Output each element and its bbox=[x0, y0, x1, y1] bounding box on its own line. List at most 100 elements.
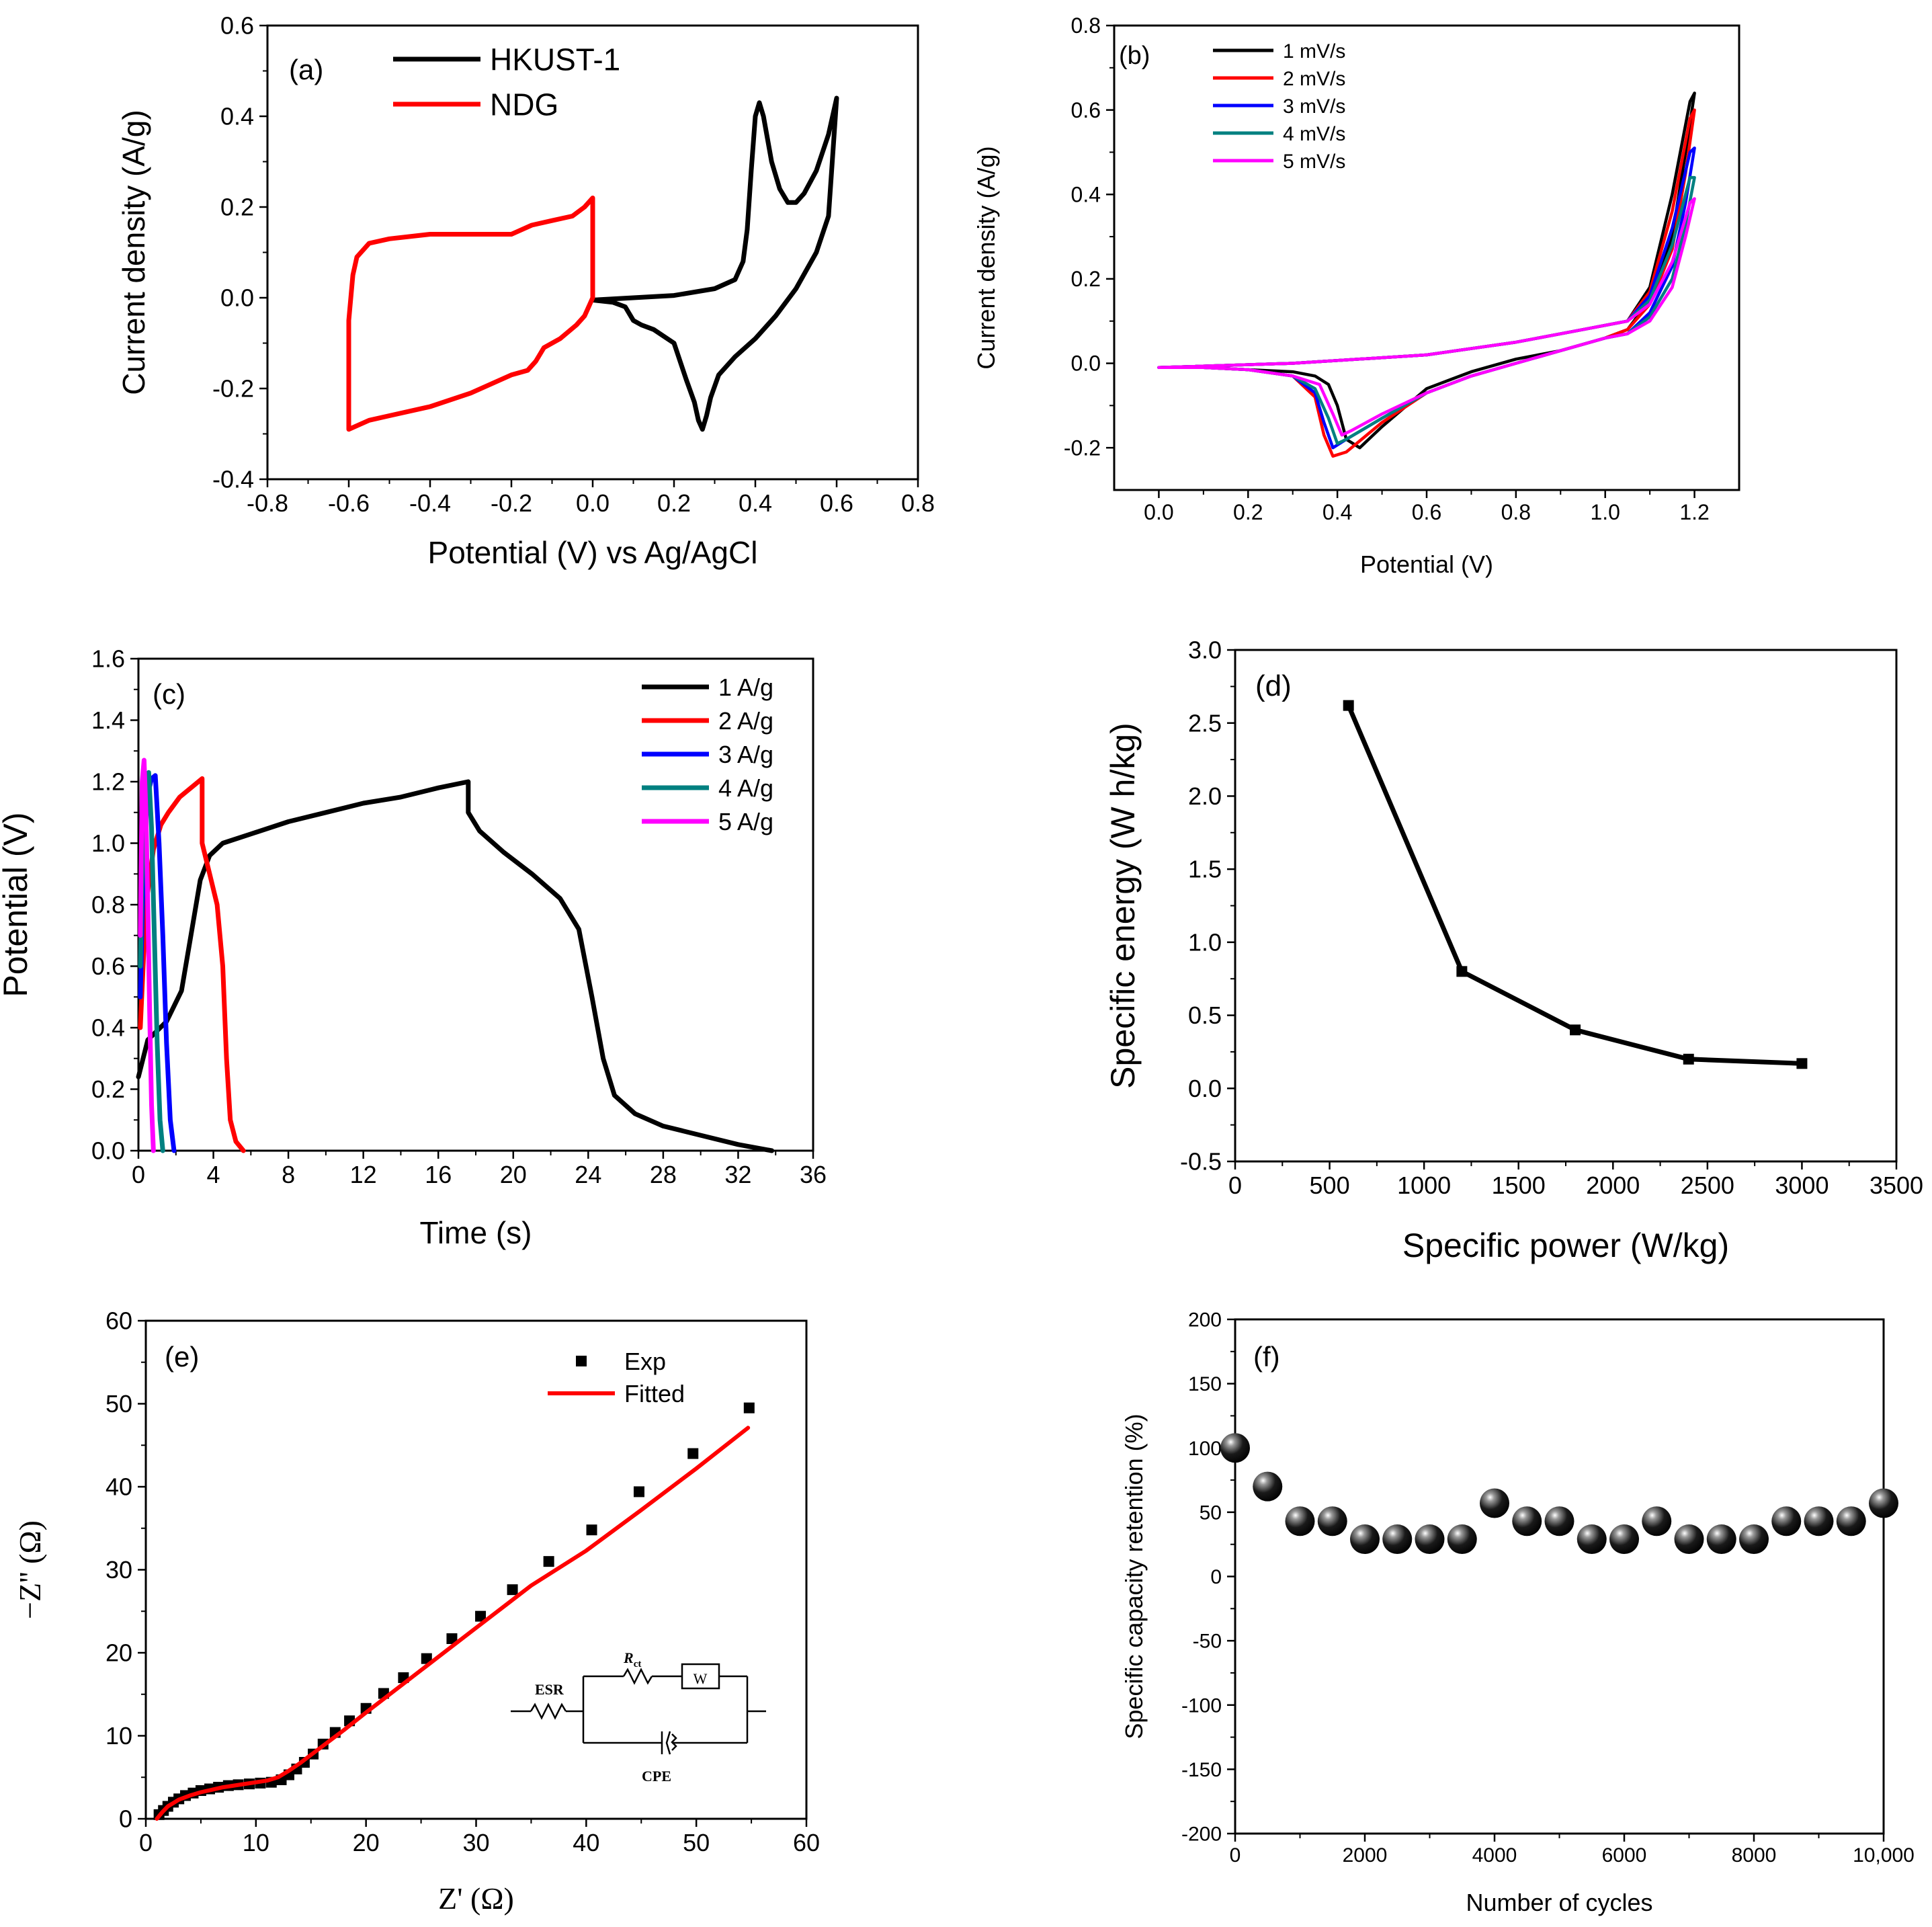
x-tick-label: 0.2 bbox=[657, 489, 691, 517]
y-tick-label: 1.0 bbox=[1188, 928, 1222, 956]
y-tick-label: 1.0 bbox=[91, 829, 125, 857]
panel-a: -0.8 -0.6 -0.4 -0.2 0.0 0.2 0.4 0.6 0.8 -0.4 -0.2 0… bbox=[116, 12, 935, 570]
legend-label: 4 A/g bbox=[718, 774, 773, 802]
y-tick-label: 0.4 bbox=[1071, 182, 1101, 206]
data-point-retention bbox=[1220, 1433, 1250, 1463]
x-tick-label: -0.8 bbox=[247, 489, 288, 517]
y-axis-label: Specific energy (W h/kg) bbox=[1104, 723, 1142, 1089]
cpe-label: CPE bbox=[642, 1768, 671, 1785]
y-tick-label: 200 bbox=[1188, 1309, 1222, 1331]
panel-d: 0 500 1000 1500 2000 2500 3000 3500 -0.5 0.0 0.5 1.… bbox=[1104, 637, 1923, 1264]
y-tick-label: 0.2 bbox=[91, 1075, 125, 1103]
x-tick-label: 40 bbox=[573, 1829, 599, 1856]
data-point-retention bbox=[1836, 1506, 1866, 1536]
x-tick-label: 32 bbox=[724, 1161, 751, 1188]
legend-label: 1 mV/s bbox=[1283, 40, 1345, 63]
y-tick-label: 0.0 bbox=[1188, 1075, 1222, 1102]
legend-label: 1 A/g bbox=[718, 673, 773, 701]
legend-label: 4 mV/s bbox=[1283, 123, 1345, 145]
data-point-retention bbox=[1382, 1524, 1413, 1555]
y-tick-label: 150 bbox=[1188, 1373, 1222, 1395]
panel-b: 0.0 0.2 0.4 0.6 0.8 1.0 1.2 -0.2 0.0 0.2 0.4 0.6 0.8… bbox=[972, 13, 1740, 578]
rct-subscript: ct bbox=[634, 1659, 642, 1670]
x-tick-label: 8 bbox=[282, 1161, 295, 1188]
x-tick-label: 16 bbox=[425, 1161, 452, 1188]
x-tick-label: 0.4 bbox=[739, 489, 772, 517]
data-point-exp bbox=[633, 1486, 644, 1498]
y-axis-label: Potential (V) bbox=[0, 812, 34, 997]
x-tick-label: 0.8 bbox=[901, 489, 935, 517]
y-tick-label: 0.8 bbox=[91, 891, 125, 919]
y-tick-label: 10 bbox=[106, 1722, 132, 1750]
x-tick-label: 28 bbox=[650, 1161, 677, 1188]
data-point-retention bbox=[1642, 1506, 1672, 1536]
panel-label: (d) bbox=[1255, 669, 1292, 702]
y-tick-label: 0.0 bbox=[220, 284, 254, 312]
y-tick-label: 1.6 bbox=[91, 645, 125, 673]
y-tick-label: 0.6 bbox=[220, 12, 254, 40]
plot-frame bbox=[137, 657, 814, 1152]
legend-label: 3 A/g bbox=[718, 741, 773, 768]
esr-resistor bbox=[530, 1703, 567, 1720]
series-line-1-A-g bbox=[136, 779, 775, 1153]
y-tick-label: 40 bbox=[106, 1473, 132, 1501]
plot-frame bbox=[1234, 1318, 1885, 1835]
x-tick-label: 10,000 bbox=[1853, 1844, 1915, 1867]
data-point-retention bbox=[1415, 1524, 1445, 1555]
data-point-exp bbox=[446, 1633, 458, 1645]
x-axis-label: Z' (Ω) bbox=[438, 1881, 514, 1916]
y-tick-label: 100 bbox=[1188, 1438, 1222, 1460]
data-point-retention bbox=[1804, 1506, 1834, 1536]
panel-f: 0 2000 4000 6000 8000 10,000 -200 -150 -100 -50 0 5… bbox=[1120, 1309, 1915, 1917]
data-point-energy bbox=[1683, 1053, 1694, 1065]
x-tick-label: 8000 bbox=[1732, 1844, 1777, 1867]
y-tick-label: 0.8 bbox=[1071, 13, 1101, 38]
data-point-exp bbox=[507, 1584, 518, 1596]
x-tick-label: 0 bbox=[1230, 1844, 1241, 1867]
equivalent-circuit-inset: W ESR Rct CPE bbox=[511, 1649, 766, 1785]
x-tick-label: 0.8 bbox=[1501, 500, 1531, 524]
y-tick-label: 0.2 bbox=[1071, 267, 1101, 291]
y-tick-label: 60 bbox=[106, 1307, 132, 1335]
series-line-5-mV-s bbox=[1157, 197, 1696, 437]
warburg-label: W bbox=[694, 1670, 708, 1687]
y-tick-label: 30 bbox=[106, 1556, 132, 1584]
y-tick-label: 1.4 bbox=[91, 706, 125, 734]
data-point-retention bbox=[1253, 1471, 1283, 1502]
x-tick-label: 0.0 bbox=[576, 489, 610, 517]
data-point-exp bbox=[743, 1402, 755, 1413]
x-axis-label: Time (s) bbox=[420, 1215, 532, 1250]
data-point-retention bbox=[1706, 1524, 1736, 1555]
y-tick-label: -0.2 bbox=[212, 375, 254, 403]
x-tick-label: -0.6 bbox=[328, 489, 370, 517]
data-point-exp bbox=[421, 1653, 432, 1664]
panel-e: 0 10 20 30 40 50 60 0 10 20 30 40 50 60 Z' (Ω) −Z'' (Ω)… bbox=[13, 1307, 820, 1916]
legend-label: NDG bbox=[490, 87, 558, 122]
data-point-retention bbox=[1577, 1524, 1607, 1555]
x-tick-label: 3000 bbox=[1775, 1172, 1829, 1199]
y-tick-label: 0.0 bbox=[1071, 352, 1101, 376]
y-tick-label: 2.5 bbox=[1188, 709, 1222, 737]
y-axis-label: −Z'' (Ω) bbox=[13, 1520, 47, 1619]
x-tick-label: 1500 bbox=[1492, 1172, 1546, 1199]
x-axis-label: Number of cycles bbox=[1466, 1889, 1652, 1916]
y-tick-label: 0.2 bbox=[220, 194, 254, 221]
y-tick-label: -0.2 bbox=[1064, 436, 1101, 460]
data-point-retention bbox=[1544, 1506, 1574, 1536]
x-tick-label: 1.2 bbox=[1679, 500, 1709, 524]
x-axis-label: Potential (V) vs Ag/AgCl bbox=[428, 535, 758, 570]
data-point-retention bbox=[1609, 1524, 1639, 1555]
y-axis-label: Current density (A/g) bbox=[972, 146, 1000, 369]
panel-c: 0 4 8 12 16 20 24 28 32 36 0.0 0.2 0.4 0.6 0.8 1.0 1.2 1.… bbox=[0, 645, 827, 1250]
y-tick-label: 0.6 bbox=[91, 952, 125, 980]
data-point-exp bbox=[687, 1448, 699, 1459]
x-tick-label: 20 bbox=[500, 1161, 527, 1188]
x-axis-label: Specific power (W/kg) bbox=[1402, 1227, 1729, 1264]
data-point-retention bbox=[1317, 1506, 1347, 1536]
y-tick-label: 0 bbox=[119, 1805, 132, 1833]
y-tick-label: -50 bbox=[1193, 1631, 1222, 1653]
legend-label: 5 A/g bbox=[718, 808, 773, 835]
data-point-exp bbox=[586, 1524, 597, 1536]
legend-label: Fitted bbox=[624, 1380, 685, 1407]
